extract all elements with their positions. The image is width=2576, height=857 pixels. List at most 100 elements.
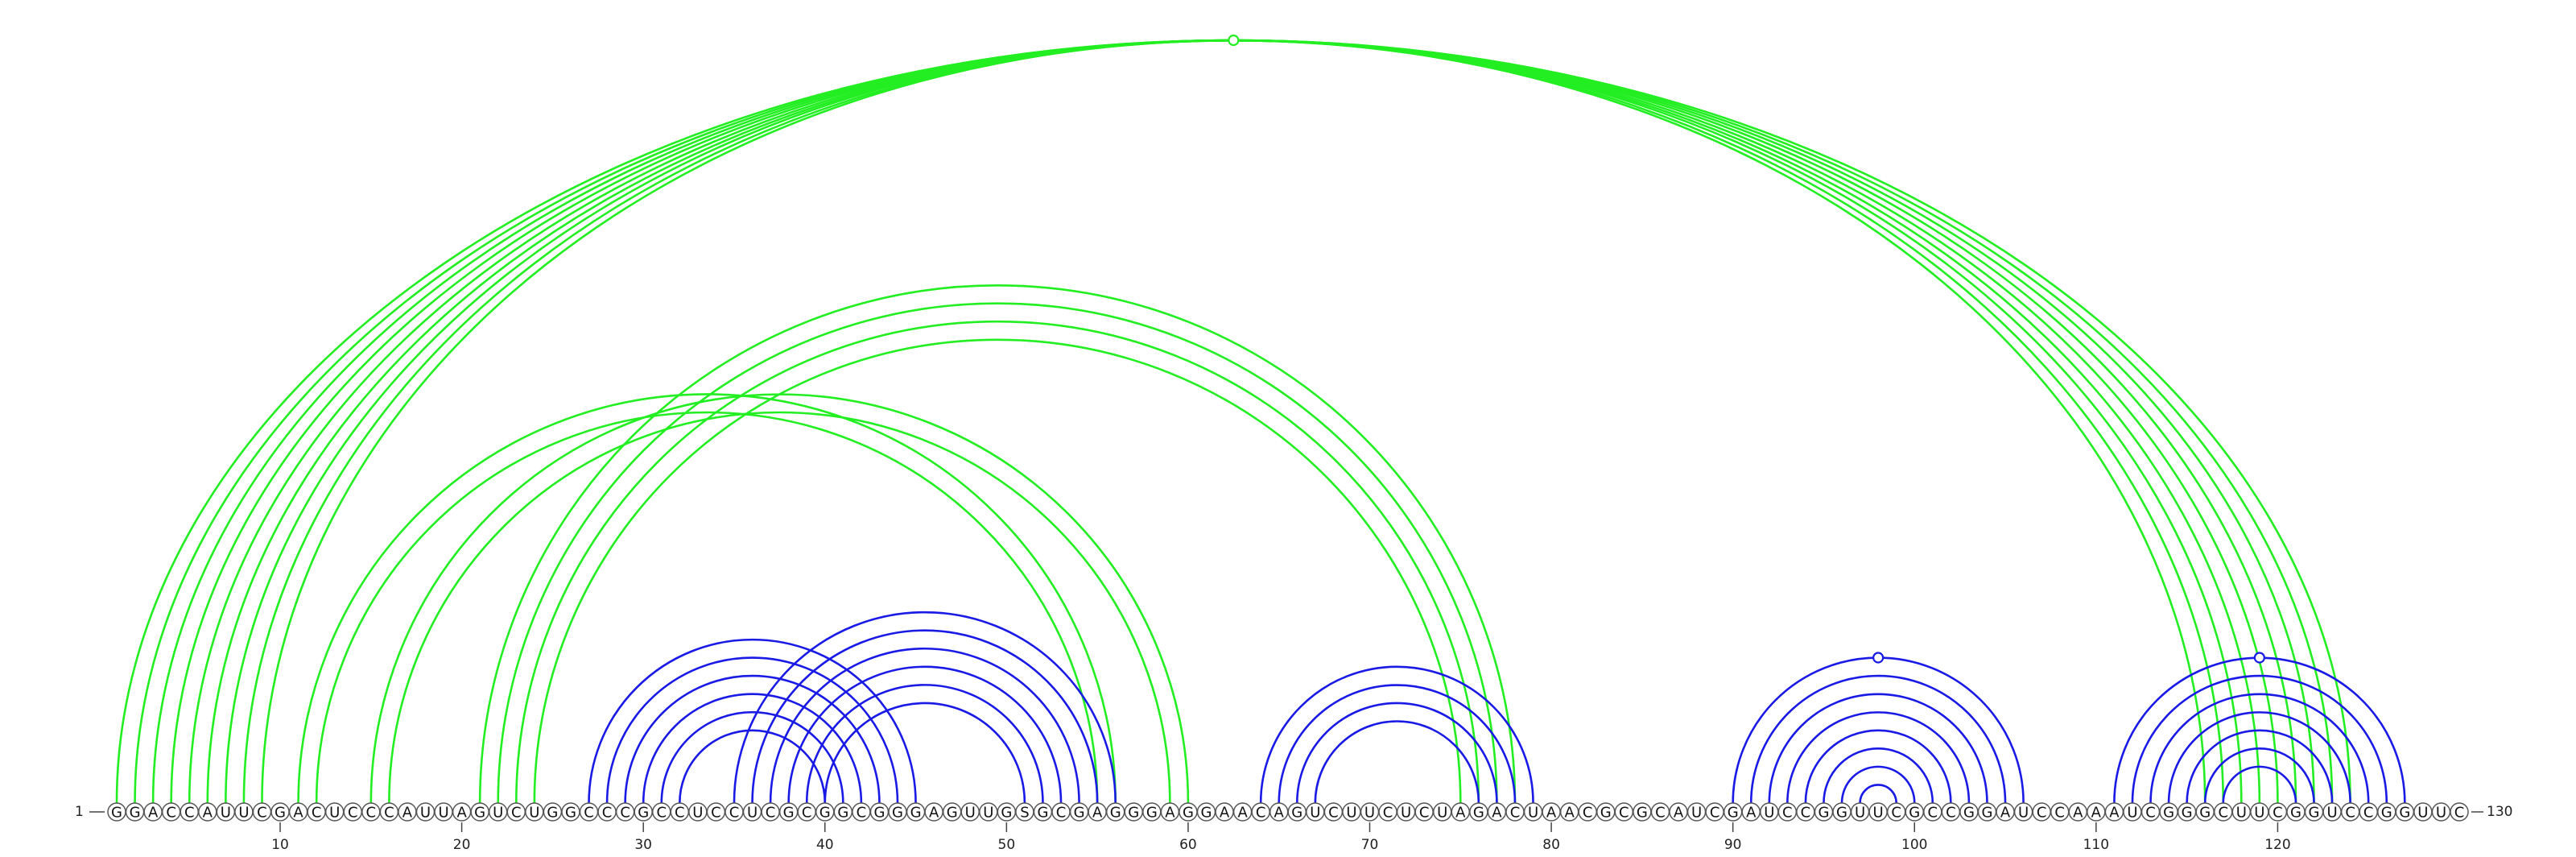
nucleotide-letter: C: [166, 805, 176, 822]
nucleotide: G: [2195, 802, 2215, 822]
nucleotide-letter: G: [130, 805, 141, 822]
nucleotide-letter: A: [203, 805, 213, 822]
arc-group-blue-d: [1732, 652, 2025, 804]
start-position-label: 1: [75, 804, 84, 820]
nucleotide: A: [924, 802, 943, 822]
nucleotide: G: [1596, 802, 1616, 822]
nucleotide: C: [852, 802, 871, 822]
nucleotide: C: [361, 802, 381, 822]
nucleotide: G: [125, 802, 145, 822]
nucleotide: A: [2087, 802, 2106, 822]
tick-label: 60: [1179, 837, 1197, 853]
nucleotide: G: [2377, 802, 2396, 822]
nucleotide-letter: C: [2363, 805, 2374, 822]
nucleotide: U: [2123, 802, 2142, 822]
arc-group-mid-green-b: [478, 284, 1517, 804]
nucleotide-letter: U: [1528, 805, 1538, 822]
nucleotide: C: [797, 802, 816, 822]
nucleotide-letter: C: [257, 805, 267, 822]
base-pair-arc: [497, 302, 1498, 804]
base-pair-arc: [478, 284, 1517, 804]
nucleotide: U: [2413, 802, 2433, 822]
nucleotide-letter: G: [1637, 805, 1648, 822]
base-pair-arc: [2203, 747, 2315, 804]
nucleotide: G: [888, 802, 907, 822]
base-pair-arc: [225, 40, 2241, 803]
base-pair-arc: [1823, 747, 1934, 804]
nucleotide: C: [1051, 802, 1071, 822]
nucleotide-letter: G: [1473, 805, 1484, 822]
nucleotide: G: [1977, 802, 1997, 822]
nucleotide: G: [1124, 802, 1144, 822]
nucleotide-letter: C: [2273, 805, 2283, 822]
nucleotide-letter: G: [565, 805, 576, 822]
nucleotide: U: [2431, 802, 2451, 822]
nucleotide-letter: C: [2037, 805, 2047, 822]
base-pair-arc: [1278, 684, 1517, 804]
nucleotide: U: [1523, 802, 1543, 822]
base-pair-arc: [1859, 784, 1897, 804]
nucleotide-letter: U: [747, 805, 758, 822]
nucleotide: G: [1959, 802, 1979, 822]
nucleotide-letter: G: [2309, 805, 2320, 822]
nucleotide: U: [1432, 802, 1452, 822]
nucleotide-letter: G: [1982, 805, 1993, 822]
nucleotide-letter: A: [148, 805, 159, 822]
nucleotide: G: [1633, 802, 1652, 822]
nucleotide-letter: A: [1492, 805, 1502, 822]
nucleotide-letter: G: [2199, 805, 2211, 822]
nucleotide: U: [525, 802, 544, 822]
nucleotide-letter: C: [1328, 805, 1339, 822]
nucleotide: C: [1886, 802, 1906, 822]
nucleotide-letter: U: [2417, 805, 2428, 822]
nucleotide: G: [833, 802, 853, 822]
nucleotide-letter: C: [857, 805, 867, 822]
nucleotide: U: [324, 802, 345, 822]
nucleotide: U: [1686, 802, 1707, 822]
nucleotide: U: [979, 802, 998, 822]
nucleotide: C: [343, 802, 363, 822]
nucleotide: G: [997, 802, 1017, 822]
nucleotide-letter: A: [2091, 805, 2102, 822]
nucleotide: C: [2340, 802, 2360, 822]
nucleotide: G: [906, 802, 926, 822]
nucleotide-letter: G: [1146, 805, 1158, 822]
nucleotide-letter: G: [1201, 805, 1212, 822]
nucleotide: G: [1179, 802, 1198, 822]
base-pair-arc: [297, 393, 1117, 804]
base-pair-arc: [642, 693, 863, 804]
arc-group-blue-b: [733, 611, 1117, 804]
nucleotide-letter: G: [1600, 805, 1612, 822]
nucleotide-letter: G: [1183, 805, 1194, 822]
nucleotide-letter: C: [384, 805, 394, 822]
nucleotide: U: [2250, 802, 2269, 822]
nucleotide: C: [1578, 802, 1597, 822]
nucleotide-letter: G: [783, 805, 795, 822]
nucleotide-letter: C: [729, 805, 740, 822]
nucleotide-letter: U: [692, 805, 703, 822]
nucleotide-letter: C: [1419, 805, 1430, 822]
nucleotide-letter: G: [1001, 805, 1012, 822]
nucleotide-letter: G: [547, 805, 558, 822]
nucleotide: C: [2450, 802, 2469, 822]
nucleotide-letter: G: [892, 805, 903, 822]
nucleotide-letter: C: [766, 805, 776, 822]
nucleotide: C: [1705, 802, 1724, 822]
nucleotide-letter: G: [1037, 805, 1048, 822]
nucleotide-letter: U: [2436, 805, 2446, 822]
nucleotide: A: [398, 802, 417, 822]
nucleotide-letter: U: [221, 805, 231, 822]
tick-label: 120: [2264, 837, 2290, 853]
base-pair-arc: [315, 411, 1099, 804]
base-pair-arc: [679, 729, 827, 804]
arc-group-long-range-green: [117, 34, 2351, 803]
nucleotide-letter: A: [1274, 805, 1285, 822]
nucleotide: C: [1323, 802, 1344, 822]
nucleotide: G: [869, 802, 890, 822]
nucleotide-letter: C: [511, 805, 522, 822]
nucleotide: C: [761, 802, 780, 822]
nucleotide: C: [1614, 802, 1634, 822]
nucleotide: U: [1306, 802, 1325, 822]
